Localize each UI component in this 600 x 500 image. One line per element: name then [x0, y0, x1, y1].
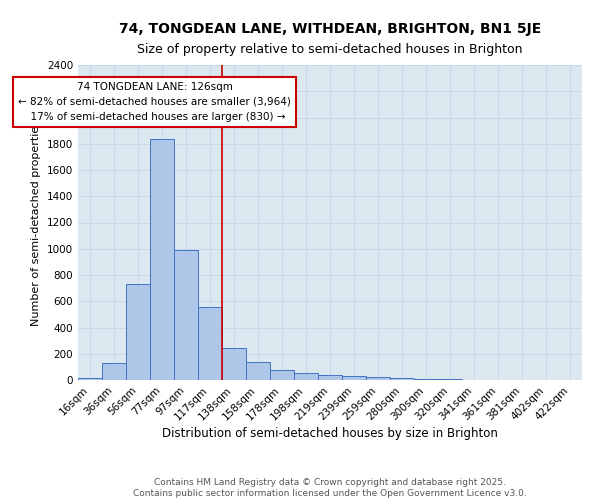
Bar [102, 363, 126, 380]
Text: Contains HM Land Registry data © Crown copyright and database right 2025.
Contai: Contains HM Land Registry data © Crown c… [133, 478, 527, 498]
Text: 74, TONGDEAN LANE, WITHDEAN, BRIGHTON, BN1 5JE: 74, TONGDEAN LANE, WITHDEAN, BRIGHTON, B… [119, 22, 541, 36]
Bar [270, 370, 294, 380]
Bar [246, 362, 270, 380]
Bar [150, 138, 174, 380]
Bar [390, 378, 414, 380]
Bar [126, 284, 150, 380]
Bar [414, 379, 438, 380]
Bar [318, 376, 342, 380]
Bar [366, 378, 390, 380]
X-axis label: Distribution of semi-detached houses by size in Brighton: Distribution of semi-detached houses by … [162, 428, 498, 440]
Bar [222, 348, 246, 380]
Bar [342, 376, 366, 380]
Bar [174, 250, 198, 380]
Bar [78, 378, 102, 380]
Bar [198, 307, 222, 380]
Text: 74 TONGDEAN LANE: 126sqm
← 82% of semi-detached houses are smaller (3,964)
  17%: 74 TONGDEAN LANE: 126sqm ← 82% of semi-d… [19, 82, 291, 122]
Y-axis label: Number of semi-detached properties: Number of semi-detached properties [31, 120, 41, 326]
Text: Size of property relative to semi-detached houses in Brighton: Size of property relative to semi-detach… [137, 42, 523, 56]
Bar [294, 373, 318, 380]
